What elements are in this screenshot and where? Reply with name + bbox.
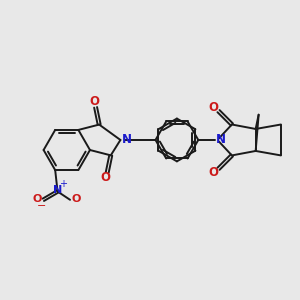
Text: N: N	[122, 134, 132, 146]
Text: O: O	[89, 95, 99, 109]
Text: O: O	[101, 171, 111, 184]
Text: +: +	[59, 179, 68, 189]
Text: O: O	[208, 101, 218, 114]
Text: −: −	[37, 201, 46, 211]
Text: N: N	[53, 185, 62, 195]
Text: O: O	[32, 194, 41, 204]
Text: O: O	[208, 166, 218, 179]
Text: N: N	[215, 133, 226, 146]
Text: O: O	[72, 194, 81, 204]
